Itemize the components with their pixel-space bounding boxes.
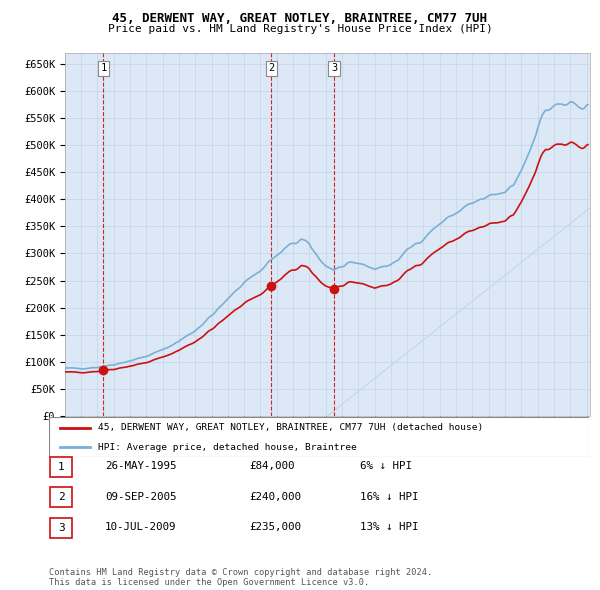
Text: 13% ↓ HPI: 13% ↓ HPI	[360, 523, 419, 532]
Text: Price paid vs. HM Land Registry's House Price Index (HPI): Price paid vs. HM Land Registry's House …	[107, 24, 493, 34]
Text: £84,000: £84,000	[249, 461, 295, 471]
Text: 1: 1	[58, 462, 65, 471]
Text: 2: 2	[268, 63, 275, 73]
Text: 3: 3	[58, 523, 65, 533]
Text: 45, DERWENT WAY, GREAT NOTLEY, BRAINTREE, CM77 7UH: 45, DERWENT WAY, GREAT NOTLEY, BRAINTREE…	[113, 12, 487, 25]
Text: 6% ↓ HPI: 6% ↓ HPI	[360, 461, 412, 471]
Text: 2: 2	[58, 493, 65, 502]
Text: 09-SEP-2005: 09-SEP-2005	[105, 492, 176, 502]
Text: 3: 3	[331, 63, 337, 73]
Text: 45, DERWENT WAY, GREAT NOTLEY, BRAINTREE, CM77 7UH (detached house): 45, DERWENT WAY, GREAT NOTLEY, BRAINTREE…	[98, 424, 483, 432]
Text: 1: 1	[100, 63, 107, 73]
Text: £235,000: £235,000	[249, 523, 301, 532]
Text: 26-MAY-1995: 26-MAY-1995	[105, 461, 176, 471]
Text: 16% ↓ HPI: 16% ↓ HPI	[360, 492, 419, 502]
Text: 10-JUL-2009: 10-JUL-2009	[105, 523, 176, 532]
Text: HPI: Average price, detached house, Braintree: HPI: Average price, detached house, Brai…	[98, 442, 356, 452]
Text: Contains HM Land Registry data © Crown copyright and database right 2024.
This d: Contains HM Land Registry data © Crown c…	[49, 568, 433, 587]
Text: £240,000: £240,000	[249, 492, 301, 502]
